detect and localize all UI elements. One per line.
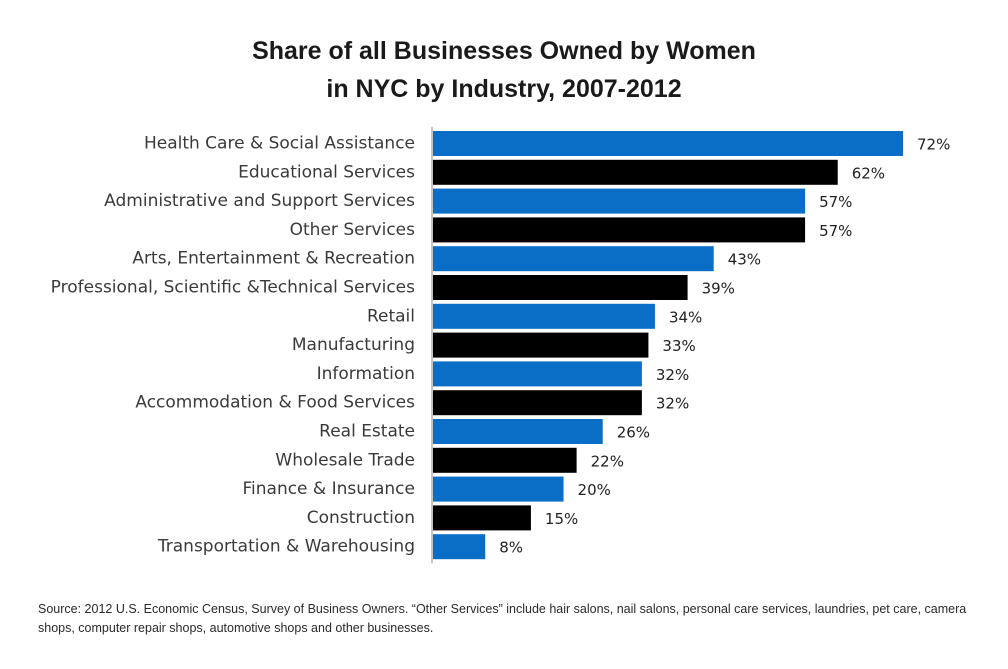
category-label: Health Care & Social Assistance: [144, 134, 415, 154]
bar: [433, 332, 649, 358]
data-label: 39%: [702, 280, 735, 298]
bar: [433, 131, 903, 156]
data-label: 26%: [617, 424, 650, 442]
category-label: Educational Services: [238, 162, 415, 182]
bar: [433, 361, 642, 387]
category-label: Wholesale Trade: [275, 450, 415, 470]
bar-chart: Health Care & Social Assistance 72% Educat…: [51, 127, 950, 564]
data-label: 57%: [819, 193, 852, 211]
source-note: Source: 2012 U.S. Economic Census, Surve…: [38, 602, 967, 635]
data-label: 33%: [662, 337, 695, 355]
category-label: Construction: [307, 508, 415, 528]
chart-title-line-1: Share of all Businesses Owned by Women: [252, 37, 756, 65]
category-label: Other Services: [290, 220, 416, 240]
data-label: 8%: [499, 539, 523, 557]
category-label: Information: [317, 364, 415, 384]
chart-title-line-2: in NYC by Industry, 2007-2012: [326, 75, 682, 103]
bar: [433, 246, 714, 272]
bar: [433, 303, 655, 329]
category-label: Arts, Entertainment & Recreation: [132, 249, 415, 269]
data-label: 72%: [917, 136, 950, 154]
bar: [433, 159, 838, 185]
category-label: Administrative and Support Services: [104, 191, 415, 211]
chart-title: Share of all Businesses Owned by Women i…: [0, 32, 1008, 108]
bar: [433, 275, 688, 300]
bar: [433, 505, 531, 531]
data-label: 32%: [656, 366, 689, 384]
data-label: 43%: [728, 251, 761, 269]
category-label: Accommodation & Food Services: [135, 393, 415, 413]
data-label: 32%: [656, 395, 689, 413]
bar: [433, 217, 806, 243]
bar: [433, 447, 577, 473]
data-label: 20%: [578, 481, 611, 499]
bar: [433, 390, 642, 416]
data-label: 15%: [545, 510, 578, 528]
category-label: Manufacturing: [292, 335, 415, 355]
category-label: Real Estate: [319, 422, 415, 442]
category-label: Professional, Scientific &Technical Serv…: [51, 278, 415, 298]
category-label: Transportation & Warehousing: [157, 537, 415, 557]
bar: [433, 188, 806, 214]
category-label: Finance & Insurance: [242, 479, 415, 499]
data-label: 57%: [819, 222, 852, 240]
data-label: 22%: [591, 452, 624, 470]
bar: [433, 419, 603, 444]
bar: [433, 476, 564, 502]
data-label: 62%: [852, 164, 885, 182]
data-label: 34%: [669, 308, 702, 326]
bar: [433, 534, 486, 560]
category-label: Retail: [367, 306, 415, 326]
